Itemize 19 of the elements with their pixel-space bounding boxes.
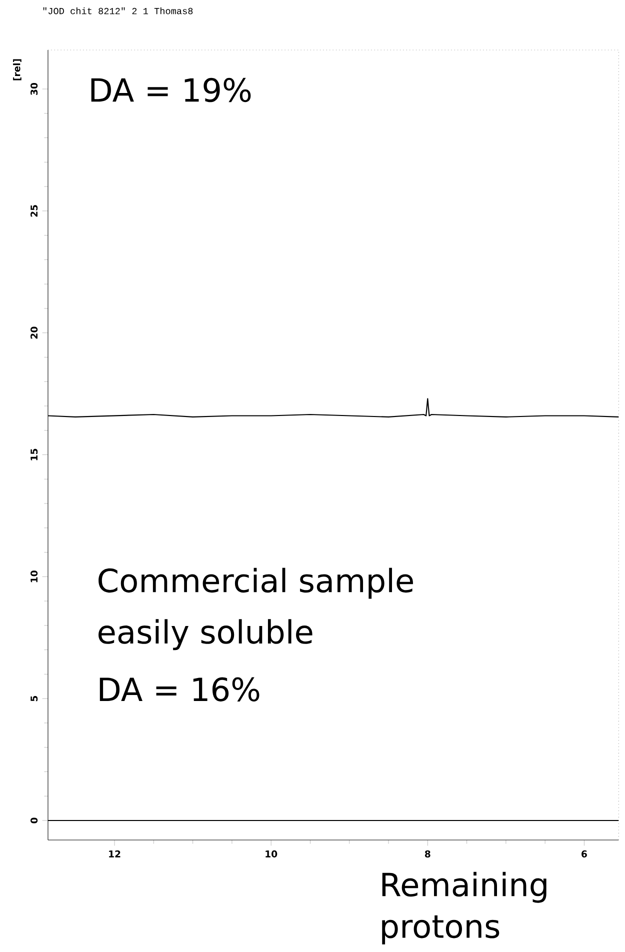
y-tick-label: 30 (30, 82, 38, 95)
text: protons (382, 915, 500, 944)
x-tick-label: 10 (266, 850, 278, 858)
x-tick-label: 8 (424, 850, 430, 858)
x-tick-label: 12 (109, 850, 120, 858)
chart-title: "JOD chit 8212" 2 1 Thomas8 (43, 7, 193, 14)
annotation: Commercial sample (98, 568, 413, 599)
y-tick-label: 5 (30, 696, 38, 702)
y-tick-label: 25 (30, 205, 38, 217)
text: Remaining (382, 872, 546, 903)
y-tick-label: 15 (30, 448, 38, 460)
annotation: DA = 16% (100, 677, 260, 702)
y-tick-label: 20 (30, 326, 38, 339)
x-tick-label: 6 (582, 850, 587, 858)
y-tick-label: 10 (30, 570, 38, 582)
annotation: easily soluble (98, 619, 312, 650)
y-tick-label: 0 (30, 818, 38, 824)
annotation: DA = 19% (91, 78, 251, 102)
y-axis-title: [rel] (13, 59, 22, 80)
